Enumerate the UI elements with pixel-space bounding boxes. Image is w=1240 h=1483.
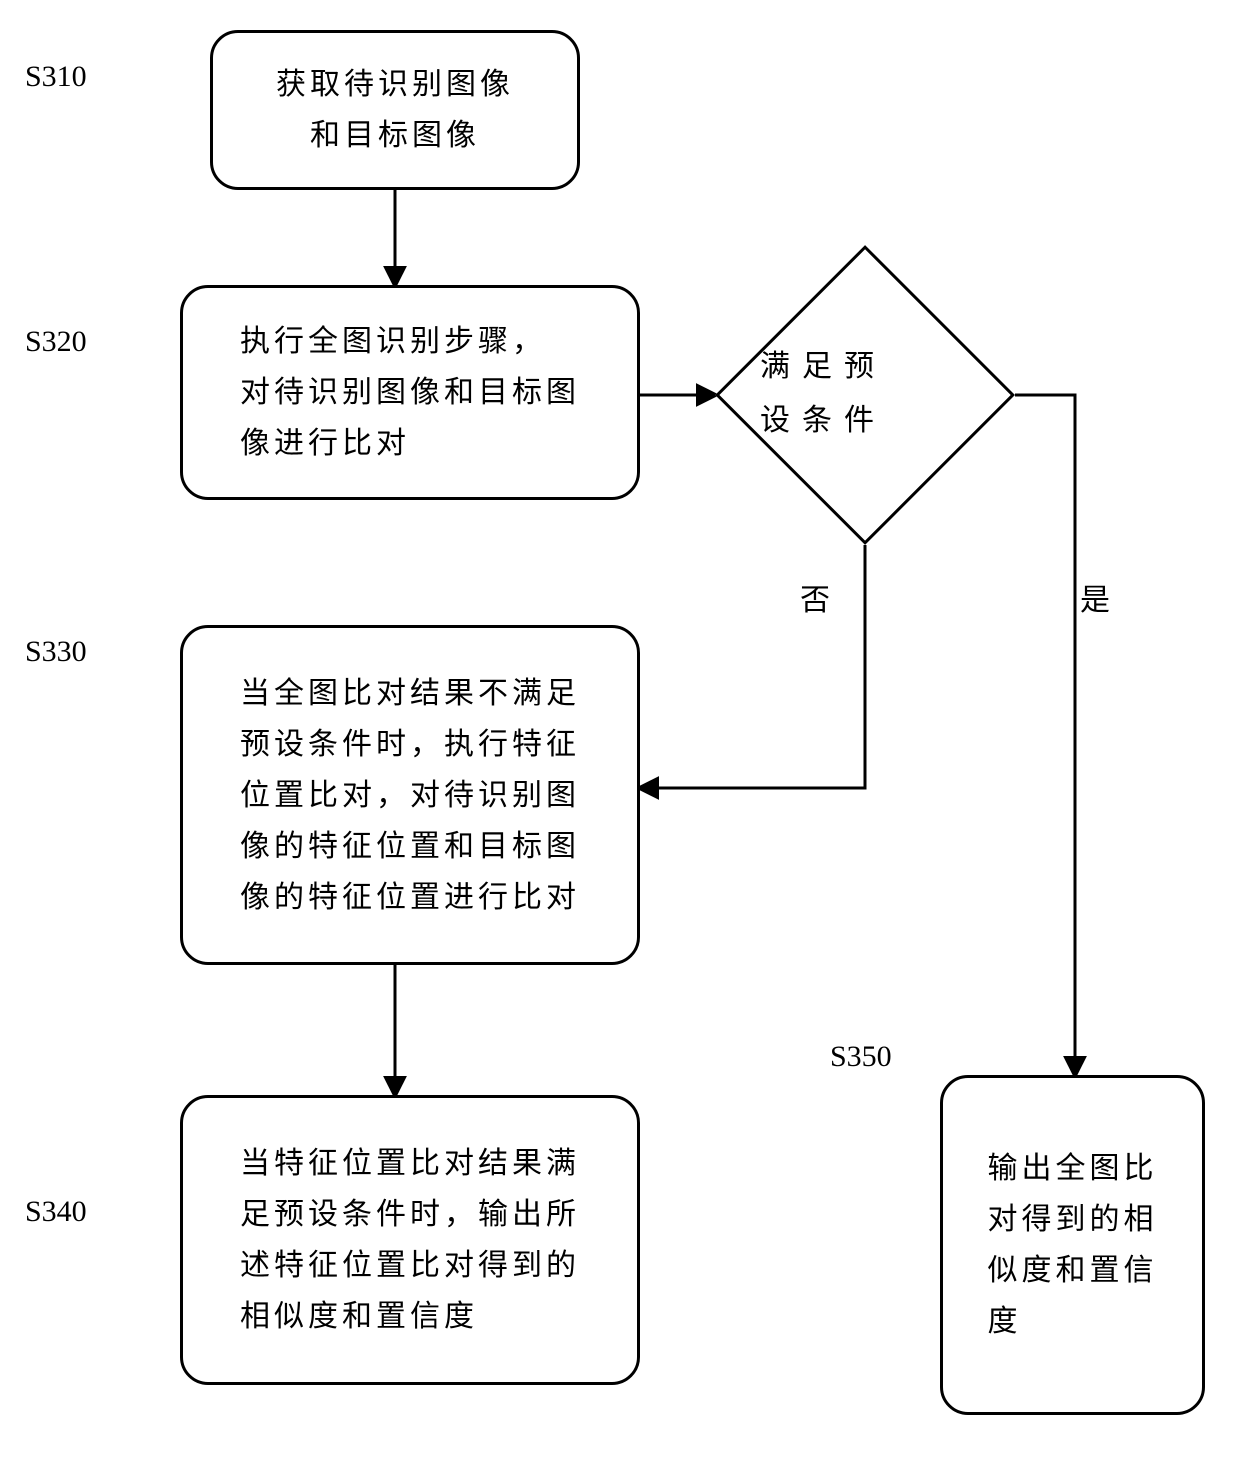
node-s310-text: 获取待识别图像和目标图像 <box>276 59 514 161</box>
node-s350: 输出全图比对得到的相似度和置信度 <box>940 1075 1205 1415</box>
node-s310: 获取待识别图像和目标图像 <box>210 30 580 190</box>
node-decision-text: 满足预设条件 <box>760 340 886 448</box>
edge-label-yes: 是 <box>1080 575 1112 619</box>
label-s340: S340 <box>25 1195 87 1229</box>
label-s310: S310 <box>25 60 87 94</box>
node-s320: 执行全图识别步骤，对待识别图像和目标图像进行比对 <box>180 285 640 500</box>
node-s330-text: 当全图比对结果不满足预设条件时，执行特征位置比对，对待识别图像的特征位置和目标图… <box>240 668 580 923</box>
node-s340: 当特征位置比对结果满足预设条件时，输出所述特征位置比对得到的相似度和置信度 <box>180 1095 640 1385</box>
node-s340-text: 当特征位置比对结果满足预设条件时，输出所述特征位置比对得到的相似度和置信度 <box>240 1138 580 1342</box>
label-s350: S350 <box>830 1040 892 1074</box>
edge-label-no: 否 <box>800 575 832 619</box>
label-s330: S330 <box>25 635 87 669</box>
flowchart-canvas: S310 S320 S330 S340 S350 获取待识别图像和目标图像 执行… <box>0 0 1240 1483</box>
node-s350-text: 输出全图比对得到的相似度和置信度 <box>988 1143 1158 1347</box>
node-s330: 当全图比对结果不满足预设条件时，执行特征位置比对，对待识别图像的特征位置和目标图… <box>180 625 640 965</box>
label-s320: S320 <box>25 325 87 359</box>
node-s320-text: 执行全图识别步骤，对待识别图像和目标图像进行比对 <box>240 316 580 469</box>
